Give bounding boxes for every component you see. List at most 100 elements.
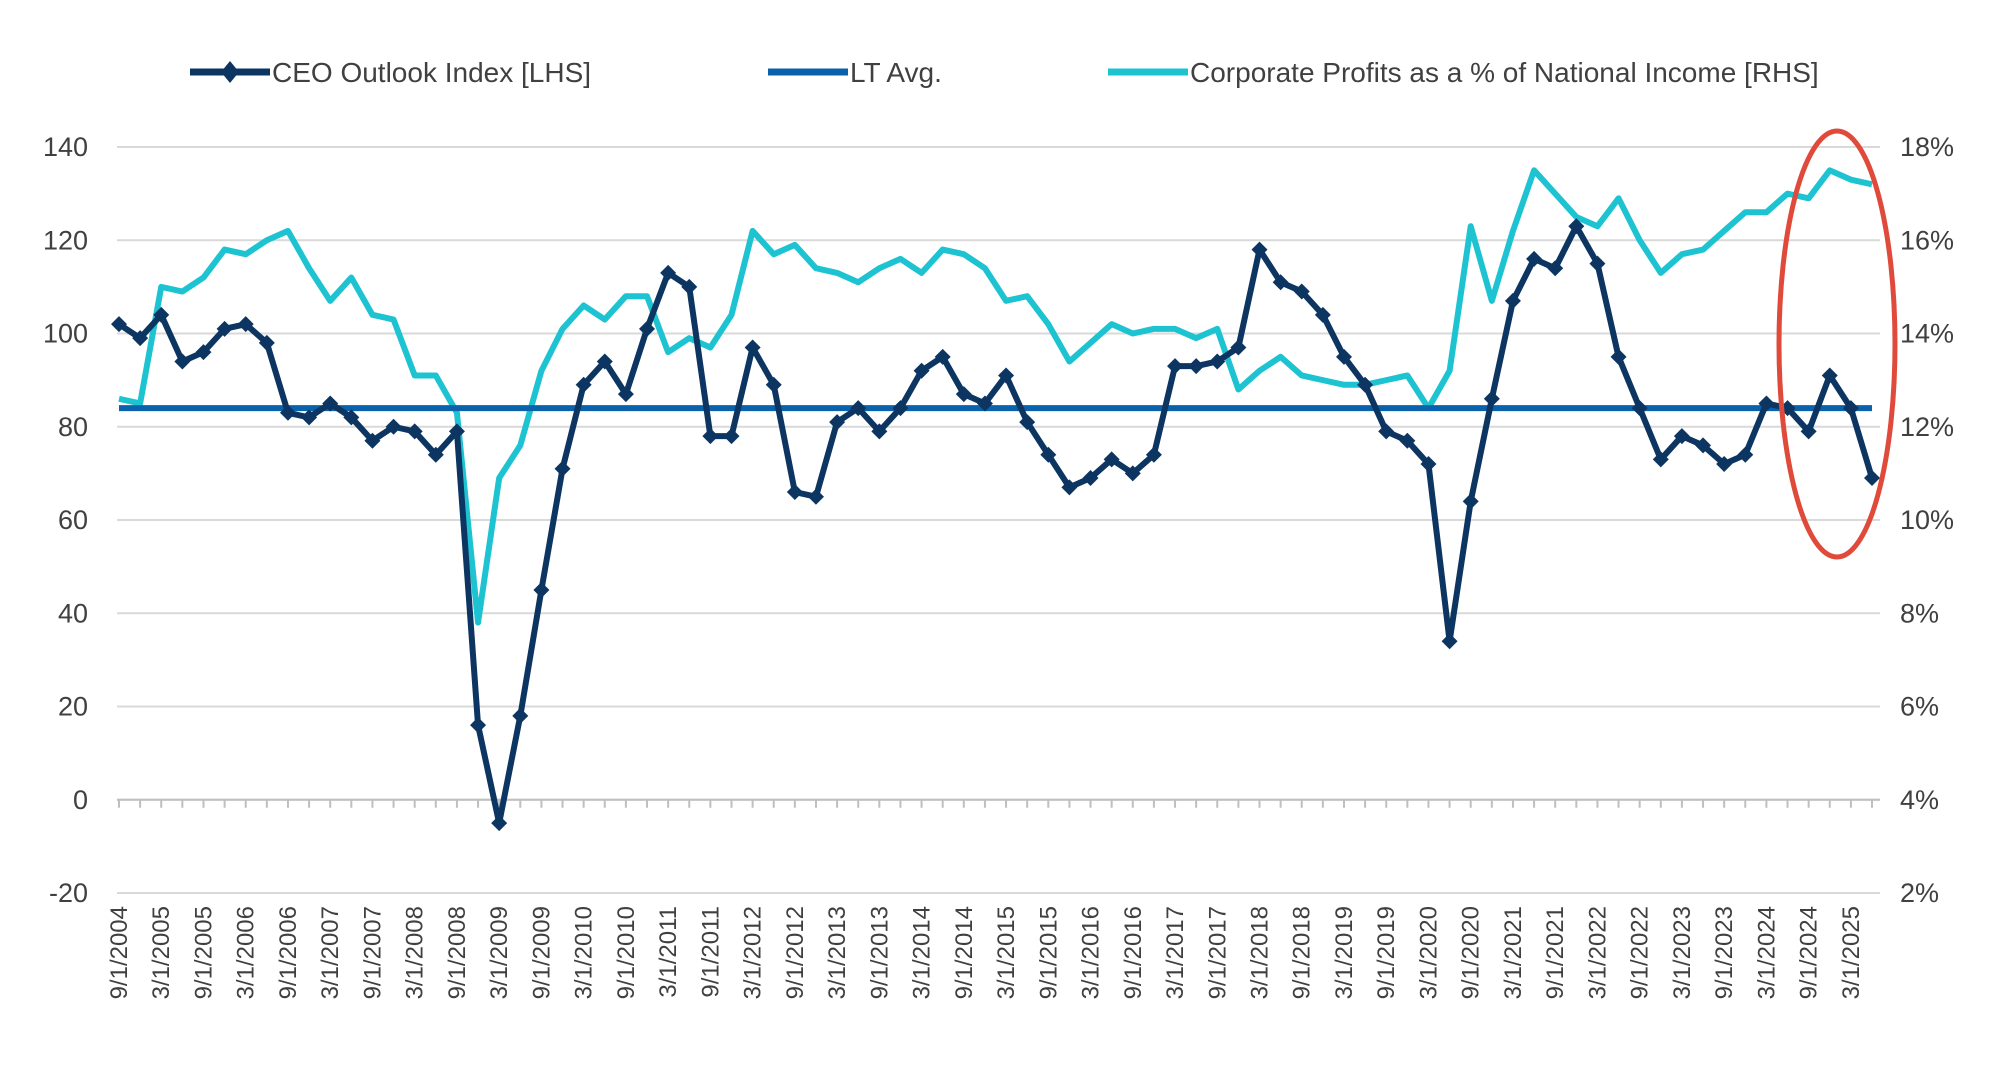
highlight-ellipse: [1776, 128, 1898, 560]
ceo-outlook-point: [1716, 456, 1733, 473]
ceo-outlook-point: [1441, 633, 1458, 650]
x-tick-label: 3/1/2025: [1838, 906, 1865, 999]
x-tick-label: 3/1/2017: [1162, 906, 1189, 999]
ceo-outlook-point: [216, 320, 233, 337]
y-right-tick-label: 2%: [1900, 878, 1939, 908]
y-left-tick-label: 20: [58, 692, 88, 722]
ceo-outlook-point: [1547, 260, 1564, 277]
ceo-outlook-point: [1124, 465, 1141, 482]
ceo-outlook-point: [913, 362, 930, 379]
x-tick-label: 9/1/2009: [528, 906, 555, 999]
legend-label: LT Avg.: [850, 57, 942, 88]
ceo-outlook-point: [1188, 358, 1205, 375]
x-tick-label: 3/1/2010: [571, 906, 598, 999]
ceo-outlook-point: [1758, 395, 1775, 412]
x-tick-label: 9/1/2012: [782, 906, 809, 999]
ceo-outlook-point: [1737, 446, 1754, 463]
ceo-outlook-point: [533, 581, 550, 598]
ceo-outlook-point: [1040, 446, 1057, 463]
ceo-outlook-point: [1821, 367, 1838, 384]
ceo-outlook-point: [301, 409, 318, 426]
x-tick-label: 9/1/2004: [106, 906, 133, 999]
ceo-outlook-point: [153, 306, 170, 323]
x-tick-label: 9/1/2017: [1204, 906, 1231, 999]
ceo-outlook-point: [617, 386, 634, 403]
x-tick-label: 9/1/2018: [1289, 906, 1316, 999]
x-tick-label: 3/1/2011: [655, 906, 682, 998]
ceo-outlook-point: [195, 344, 212, 361]
ceo-outlook-point: [132, 330, 149, 347]
ceo-outlook-point: [1378, 423, 1395, 440]
ceo-outlook-point: [1483, 390, 1500, 407]
profits-line: [118, 167, 1873, 626]
x-tick-label: 3/1/2008: [402, 906, 429, 999]
ceo-outlook-point: [955, 386, 972, 403]
ceo-outlook-point: [343, 409, 360, 426]
ceo-outlook-point: [111, 316, 127, 333]
legend-label: CEO Outlook Index [LHS]: [272, 57, 591, 88]
x-tick-label: 3/1/2006: [233, 906, 260, 999]
ceo-outlook-point: [681, 278, 698, 295]
x-tick-label: 9/1/2007: [359, 906, 386, 999]
gridlines: [117, 146, 1880, 894]
ceo-outlook-point: [322, 395, 339, 412]
y-right-tick-label: 10%: [1900, 505, 1954, 535]
ceo-outlook-point: [1652, 451, 1669, 468]
x-tick-label: 9/1/2006: [275, 906, 302, 999]
ceo-outlook-point: [744, 339, 761, 356]
ceo-outlook-point: [1631, 400, 1648, 417]
x-tick-label: 9/1/2005: [190, 906, 217, 999]
ceo-outlook-point: [258, 334, 275, 351]
y-right-tick-label: 8%: [1900, 598, 1939, 628]
x-tick-label: 3/1/2013: [824, 906, 851, 999]
ceo-outlook-point: [470, 717, 487, 734]
ceo-outlook-point: [1103, 451, 1120, 468]
ceo-outlook-point: [1526, 250, 1543, 267]
ceo-outlook-point: [1357, 376, 1374, 393]
y-left-tick-label: 80: [58, 412, 88, 442]
y-left-tick-label: 140: [43, 132, 88, 162]
x-tick-label: 3/1/2021: [1500, 906, 1527, 999]
x-tick-label: 3/1/2016: [1078, 906, 1105, 999]
ceo-outlook-point: [1399, 432, 1416, 449]
ceo-outlook-point: [237, 316, 254, 333]
ceo-outlook-point: [406, 423, 423, 440]
ceo-outlook-point: [1145, 446, 1162, 463]
y-left-tick-label: 120: [43, 225, 88, 255]
ceo-outlook-point: [998, 367, 1015, 384]
ceo-outlook-point: [385, 418, 402, 435]
x-tick-label: 3/1/2023: [1669, 906, 1696, 999]
ceo-outlook-point: [1589, 255, 1606, 272]
ceo-outlook-point: [850, 400, 867, 417]
ceo-outlook-point: [491, 815, 508, 832]
ceo-outlook-point: [1864, 470, 1880, 487]
x-tick-label: 9/1/2024: [1796, 906, 1823, 999]
ceo-outlook-point: [1167, 358, 1184, 375]
x-tick-label: 9/1/2015: [1035, 906, 1062, 999]
ceo-outlook-point: [1230, 339, 1247, 356]
x-tick-label: 3/1/2024: [1753, 906, 1780, 999]
ceo-outlook-point: [1462, 493, 1479, 510]
y-left-tick-label: 100: [43, 319, 88, 349]
y-axis-left: -20 0 20 40 60 80 100 120 140: [43, 132, 88, 908]
x-tick-label: 9/1/2016: [1120, 906, 1147, 999]
ceo-outlook-point: [1251, 241, 1268, 258]
ceo-outlook-point: [575, 376, 592, 393]
ceo-outlook-point: [1420, 456, 1437, 473]
y-right-tick-label: 16%: [1900, 225, 1954, 255]
ceo-outlook-point: [723, 428, 740, 445]
x-tick-label: 9/1/2011: [697, 906, 724, 998]
ceo-outlook-point: [1568, 218, 1585, 235]
x-tick-label: 9/1/2023: [1711, 906, 1738, 999]
ceo-outlook-point: [174, 353, 191, 370]
x-tick-label: 3/1/2005: [148, 906, 175, 999]
x-tick-label: 3/1/2019: [1331, 906, 1358, 999]
y-left-tick-label: 40: [58, 598, 88, 628]
x-tick-label: 9/1/2014: [951, 906, 978, 999]
legend-label: Corporate Profits as a % of National Inc…: [1190, 57, 1819, 88]
series-layer: [111, 167, 1880, 832]
ceo-outlook-point: [807, 488, 824, 505]
y-right-tick-label: 6%: [1900, 692, 1939, 722]
legend-diamond-icon: [221, 61, 239, 83]
